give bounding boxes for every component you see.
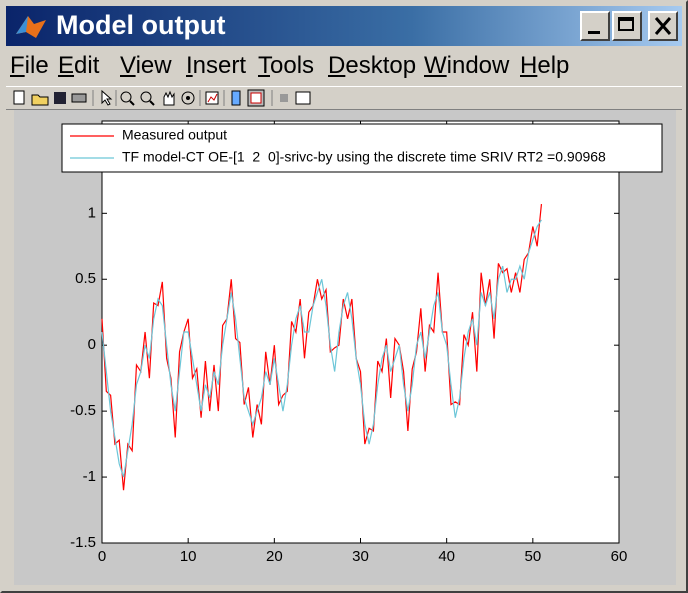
minimize-button[interactable] <box>580 11 610 41</box>
x-tick-label: 30 <box>352 548 369 565</box>
maximize-button[interactable] <box>612 11 642 41</box>
menu-item[interactable]: Desktop <box>328 52 417 79</box>
plot-area <box>101 120 620 544</box>
series-line <box>101 219 542 478</box>
close-button[interactable] <box>648 11 678 41</box>
y-tick-label: 0 <box>88 336 96 353</box>
menu-item[interactable]: Window <box>424 52 510 79</box>
menu-item[interactable]: Help <box>520 52 570 79</box>
toolbar <box>6 86 682 110</box>
legend-label: Measured output <box>122 127 227 143</box>
legend-box <box>61 123 663 173</box>
window-title: Model output <box>56 10 226 40</box>
menu-bar: File Edit View Insert Tools Desktop Window Help <box>6 50 682 82</box>
y-tick-label: -1.5 <box>70 534 96 551</box>
y-tick-label: 0.5 <box>75 270 96 287</box>
app-icon <box>16 16 46 38</box>
x-tick-label: 50 <box>524 548 541 565</box>
x-tick-label: 40 <box>438 548 455 565</box>
menu-item[interactable]: Insert <box>186 52 247 79</box>
y-tick-label: 1 <box>88 204 96 221</box>
x-tick-label: 20 <box>266 548 283 565</box>
x-tick-label: 10 <box>180 548 197 565</box>
menu-item[interactable]: Tools <box>258 52 315 79</box>
figure-area: -1.5 -1 -0.5 0 0.5 1 0 10 20 30 40 50 60 Measured out… <box>14 110 676 585</box>
menu-item[interactable]: Edit <box>58 52 100 79</box>
y-tick-label: -1 <box>83 468 96 485</box>
legend-label: TF model-CT OE-[1 2 0]-srivc-by using th… <box>122 149 606 165</box>
toolbar-icons <box>13 89 311 107</box>
title-bar: Model output <box>6 6 682 46</box>
menu-item[interactable]: View <box>120 52 172 79</box>
x-tick-label: 60 <box>611 548 628 565</box>
x-tick-label: 0 <box>98 548 106 565</box>
y-tick-label: -0.5 <box>70 402 96 419</box>
menu-item[interactable]: File <box>10 52 49 79</box>
series-line <box>101 204 543 491</box>
